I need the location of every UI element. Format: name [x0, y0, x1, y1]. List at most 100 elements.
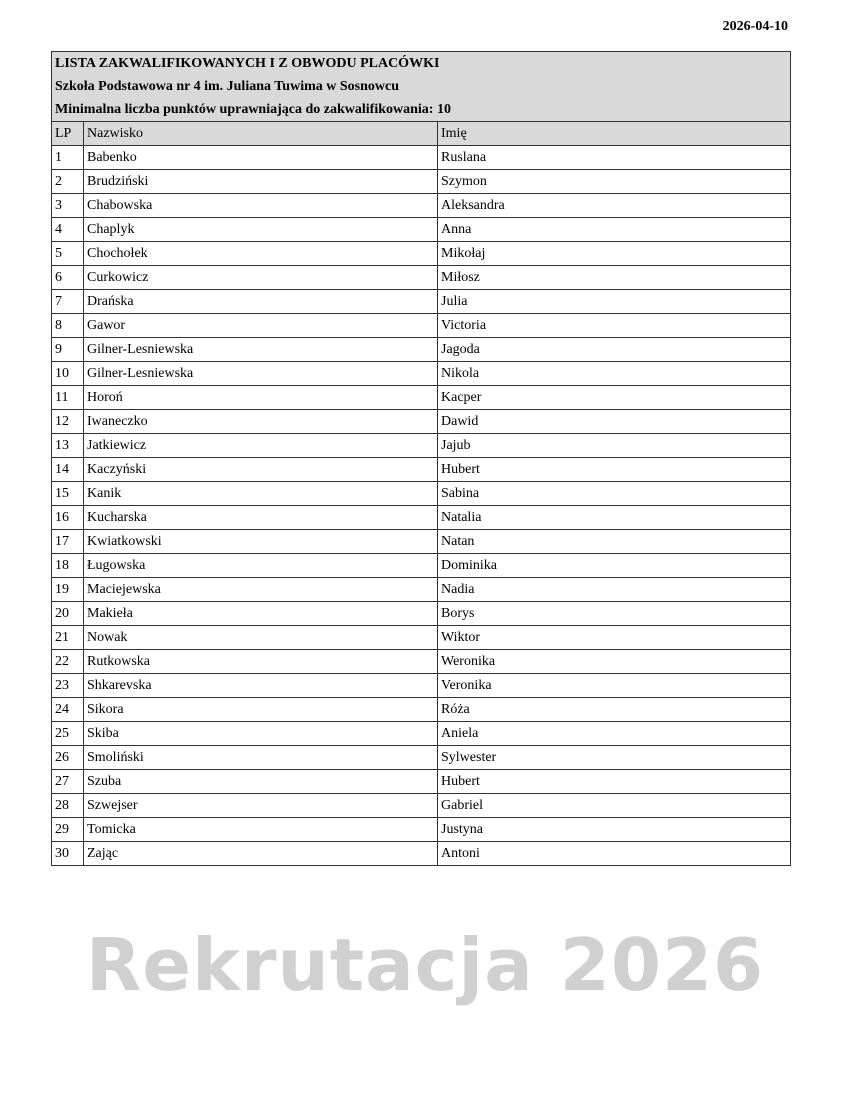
row-number: 20: [51, 601, 84, 626]
row-number: 9: [51, 337, 84, 362]
surname: Kwiatkowski: [83, 529, 438, 554]
row-number: 19: [51, 577, 84, 602]
first-name: Mikołaj: [437, 241, 791, 266]
row-number: 17: [51, 529, 84, 554]
min-points: Minimalna liczba punktów uprawniająca do…: [51, 98, 791, 122]
surname: Nowak: [83, 625, 438, 650]
surname: Chabowska: [83, 193, 438, 218]
first-name: Wiktor: [437, 625, 791, 650]
surname: Zając: [83, 841, 438, 866]
row-number: 30: [51, 841, 84, 866]
first-name: Victoria: [437, 313, 791, 338]
surname: Drańska: [83, 289, 438, 314]
row-number: 16: [51, 505, 84, 530]
row-number: 13: [51, 433, 84, 458]
surname: Szuba: [83, 769, 438, 794]
first-name: Aleksandra: [437, 193, 791, 218]
row-number: 28: [51, 793, 84, 818]
row-number: 27: [51, 769, 84, 794]
table-row: 16 Kucharska Natalia: [51, 505, 791, 530]
table-row: 29 Tomicka Justyna: [51, 817, 791, 842]
table-row: 10 Gilner-Lesniewska Nikola: [51, 361, 791, 386]
row-number: 29: [51, 817, 84, 842]
first-name: Nadia: [437, 577, 791, 602]
surname: Skiba: [83, 721, 438, 746]
first-name: Antoni: [437, 841, 791, 866]
surname: Horoń: [83, 385, 438, 410]
first-name: Hubert: [437, 769, 791, 794]
first-name: Aniela: [437, 721, 791, 746]
row-number: 10: [51, 361, 84, 386]
first-name: Miłosz: [437, 265, 791, 290]
surname: Kaczyński: [83, 457, 438, 482]
surname: Babenko: [83, 145, 438, 170]
first-name: Róża: [437, 697, 791, 722]
row-number: 5: [51, 241, 84, 266]
surname: Kucharska: [83, 505, 438, 530]
surname: Curkowicz: [83, 265, 438, 290]
row-number: 18: [51, 553, 84, 578]
first-name: Anna: [437, 217, 791, 242]
table-row: 15 Kanik Sabina: [51, 481, 791, 506]
surname: Maciejewska: [83, 577, 438, 602]
table-row: 22 Rutkowska Weronika: [51, 649, 791, 674]
school-row: Szkoła Podstawowa nr 4 im. Juliana Tuwim…: [51, 75, 791, 98]
first-name: Borys: [437, 601, 791, 626]
first-name: Jagoda: [437, 337, 791, 362]
table-row: 25 Skiba Aniela: [51, 721, 791, 746]
table-row: 3 Chabowska Aleksandra: [51, 193, 791, 218]
row-number: 21: [51, 625, 84, 650]
first-name: Veronika: [437, 673, 791, 698]
surname: Rutkowska: [83, 649, 438, 674]
first-name: Justyna: [437, 817, 791, 842]
table-row: 4 Chaplyk Anna: [51, 217, 791, 242]
surname: Kanik: [83, 481, 438, 506]
table-row: 28 Szwejser Gabriel: [51, 793, 791, 818]
row-number: 6: [51, 265, 84, 290]
table-row: 14 Kaczyński Hubert: [51, 457, 791, 482]
surname: Chaplyk: [83, 217, 438, 242]
table-row: 17 Kwiatkowski Natan: [51, 529, 791, 554]
table-row: 1 Babenko Ruslana: [51, 145, 791, 170]
first-name: Dominika: [437, 553, 791, 578]
row-number: 7: [51, 289, 84, 314]
surname: Gilner-Lesniewska: [83, 337, 438, 362]
surname: Tomicka: [83, 817, 438, 842]
qualified-list-table: LISTA ZAKWALIFIKOWANYCH I Z OBWODU PLACÓ…: [51, 51, 791, 866]
header-surname: Nazwisko: [83, 121, 438, 146]
surname: Gawor: [83, 313, 438, 338]
table-row: 9 Gilner-Lesniewska Jagoda: [51, 337, 791, 362]
row-number: 25: [51, 721, 84, 746]
row-number: 8: [51, 313, 84, 338]
row-number: 14: [51, 457, 84, 482]
first-name: Dawid: [437, 409, 791, 434]
min-points-row: Minimalna liczba punktów uprawniająca do…: [51, 98, 791, 122]
surname: Szwejser: [83, 793, 438, 818]
surname: Gilner-Lesniewska: [83, 361, 438, 386]
school-name: Szkoła Podstawowa nr 4 im. Juliana Tuwim…: [51, 75, 791, 98]
row-number: 22: [51, 649, 84, 674]
table-row: 8 Gawor Victoria: [51, 313, 791, 338]
list-title: LISTA ZAKWALIFIKOWANYCH I Z OBWODU PLACÓ…: [51, 51, 791, 75]
surname: Smoliński: [83, 745, 438, 770]
table-row: 5 Chochołek Mikołaj: [51, 241, 791, 266]
document-date: 2026-04-10: [722, 19, 788, 34]
table-row: 30 Zając Antoni: [51, 841, 791, 866]
first-name: Sabina: [437, 481, 791, 506]
row-number: 12: [51, 409, 84, 434]
row-number: 11: [51, 385, 84, 410]
first-name: Nikola: [437, 361, 791, 386]
row-number: 1: [51, 145, 84, 170]
table-row: 24 Sikora Róża: [51, 697, 791, 722]
row-number: 24: [51, 697, 84, 722]
header-first-name: Imię: [437, 121, 791, 146]
surname: Chochołek: [83, 241, 438, 266]
first-name: Weronika: [437, 649, 791, 674]
first-name: Ruslana: [437, 145, 791, 170]
table-row: 13 Jatkiewicz Jajub: [51, 433, 791, 458]
table-row: 7 Drańska Julia: [51, 289, 791, 314]
watermark: Rekrutacja 2026: [85, 923, 765, 1007]
row-number: 15: [51, 481, 84, 506]
row-number: 26: [51, 745, 84, 770]
surname: Makieła: [83, 601, 438, 626]
